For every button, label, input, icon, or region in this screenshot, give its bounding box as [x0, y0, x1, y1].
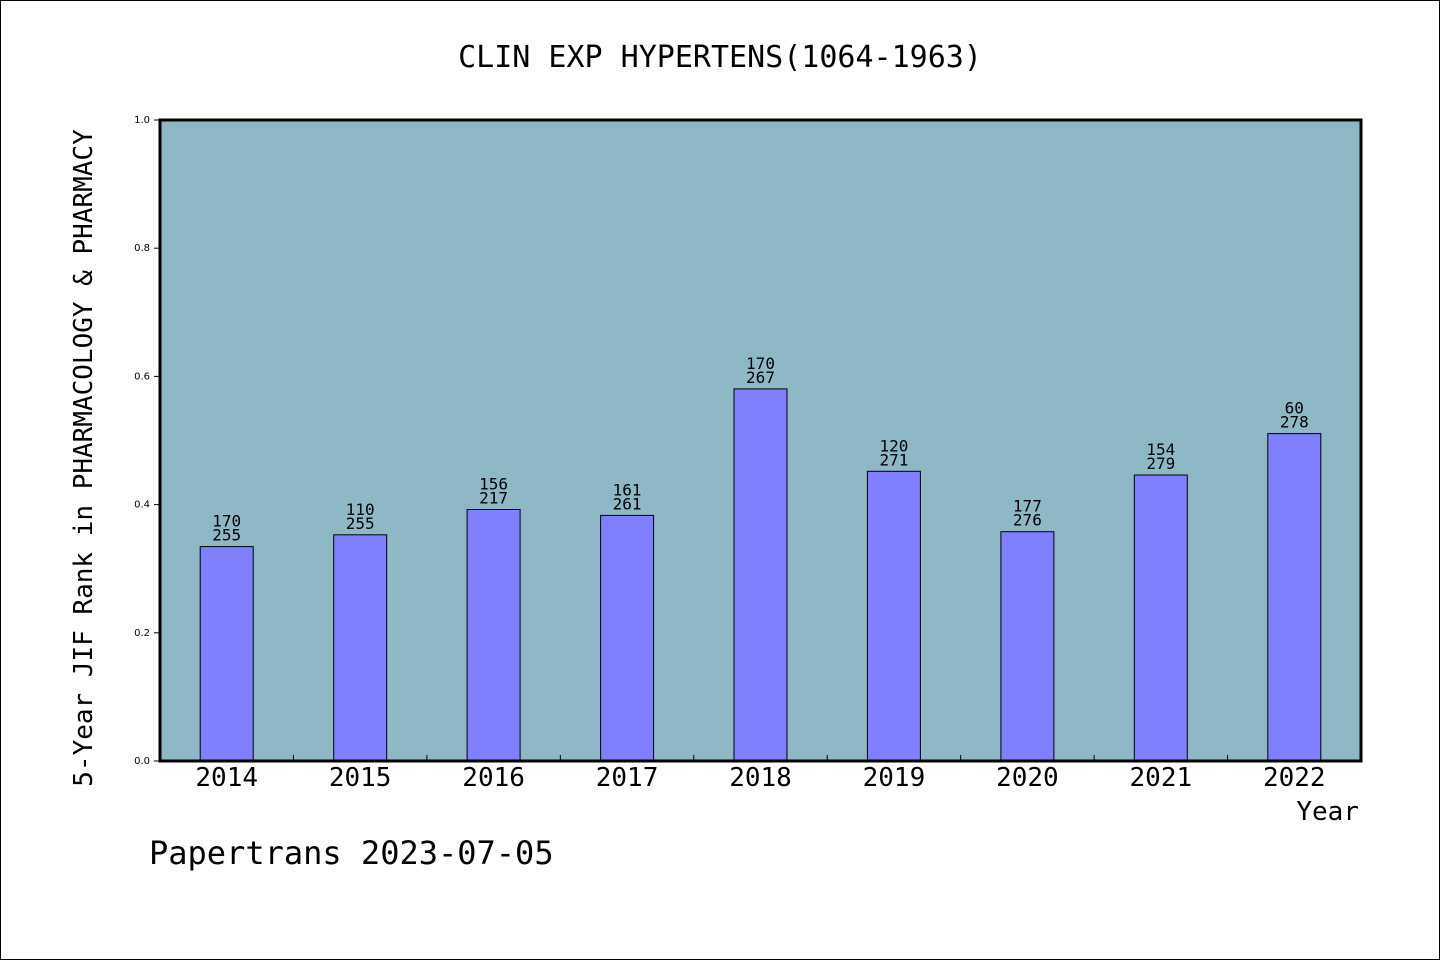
y-tick-label: 0.0 — [134, 756, 150, 767]
chart-title: CLIN EXP HYPERTENS(1064-1963) — [458, 40, 982, 75]
bar-2014 — [199, 546, 254, 762]
x-tick-label: 2019 — [863, 763, 926, 793]
bar-total-label: 217 — [479, 489, 508, 508]
bar-rank-label: 170 — [746, 354, 775, 373]
bar-2019 — [866, 470, 921, 762]
y-tick-label: 0.6 — [134, 371, 150, 382]
bar-total-label: 255 — [212, 526, 241, 545]
x-tick-label: 2017 — [596, 763, 659, 793]
bar-2015 — [333, 534, 388, 762]
plot-border — [158, 118, 1363, 763]
x-tick-label: 2020 — [996, 763, 1059, 793]
bar-total-label: 276 — [1013, 511, 1042, 530]
bar-2020 — [1000, 531, 1055, 762]
bar-2022 — [1267, 433, 1322, 762]
footer-text: Papertrans 2023-07-05 — [149, 834, 554, 872]
bar-total-label: 271 — [879, 450, 908, 469]
bar-rank-label: 120 — [879, 436, 908, 455]
bar-2018 — [733, 388, 788, 762]
y-tick-label: 0.2 — [134, 628, 150, 639]
bar-total-label: 279 — [1146, 454, 1175, 473]
y-axis-label: 5-Year JIF Rank in PHARMACOLOGY & PHARMA… — [69, 129, 99, 787]
bar-rank-label: 60 — [1285, 399, 1304, 418]
y-tick-label: 0.4 — [134, 500, 150, 511]
bar-2021 — [1133, 474, 1188, 762]
bar-total-label: 261 — [613, 494, 642, 513]
x-tick-label: 2015 — [329, 763, 392, 793]
bar-rank-label: 154 — [1146, 440, 1175, 459]
bar-rank-label: 156 — [479, 475, 508, 494]
bar-rank-label: 177 — [1013, 497, 1042, 516]
bar-2016 — [466, 509, 521, 762]
x-axis-label: Year — [1296, 797, 1359, 827]
y-tick-label: 1.0 — [134, 115, 150, 126]
bar-total-label: 278 — [1280, 413, 1309, 432]
bar-total-label: 255 — [346, 514, 375, 533]
x-tick-label: 2016 — [462, 763, 525, 793]
bar-rank-label: 161 — [613, 480, 642, 499]
x-tick-label: 2014 — [195, 763, 258, 793]
x-tick-label: 2022 — [1263, 763, 1326, 793]
x-tick-label: 2018 — [729, 763, 792, 793]
bar-total-label: 267 — [746, 368, 775, 387]
x-tick-label: 2021 — [1130, 763, 1193, 793]
bar-rank-label: 110 — [346, 500, 375, 519]
bar-rank-label: 170 — [212, 512, 241, 531]
bar-2017 — [600, 514, 655, 762]
y-tick-label: 0.8 — [134, 243, 150, 254]
